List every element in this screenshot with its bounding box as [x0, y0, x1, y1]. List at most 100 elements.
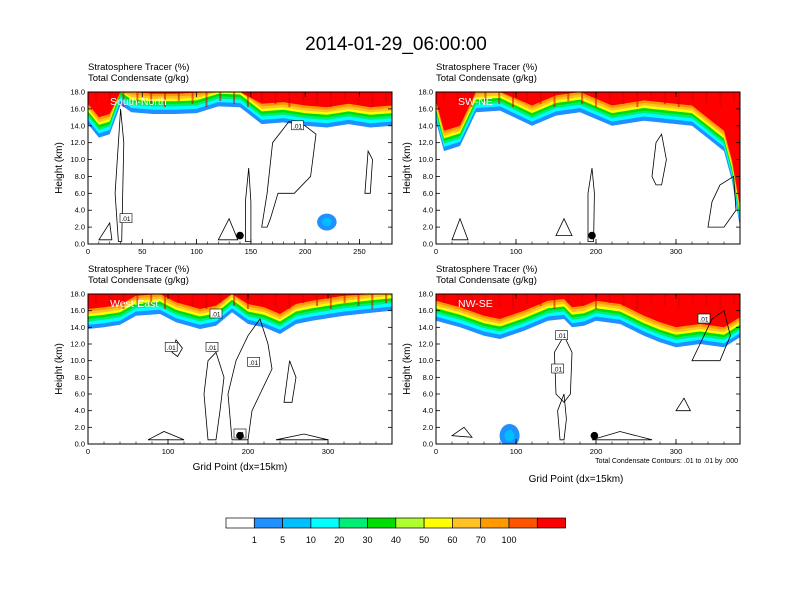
- tracer-streak: [733, 92, 736, 102]
- colorbar-swatch: [395, 517, 425, 529]
- tracer-field: .01 .01: [88, 92, 392, 244]
- tracer-streak: [288, 294, 291, 309]
- y-tick-label: 12.0: [70, 340, 85, 349]
- cross-section-label: West-East: [110, 298, 158, 310]
- tracer-streak: [385, 294, 388, 303]
- plot-frame: [435, 91, 741, 245]
- colorbar-label: 1: [252, 535, 257, 545]
- tracer-streak: [691, 92, 694, 102]
- y-tick-label: 18.0: [70, 88, 85, 97]
- y-tick-label: 16.0: [418, 104, 433, 113]
- tracer-streak: [484, 92, 487, 102]
- tracer-streak: [691, 294, 694, 303]
- tracer-streak: [177, 294, 180, 303]
- tracer-streak: [498, 294, 501, 306]
- location-marker: [236, 231, 244, 240]
- y-tick-label: 14.0: [418, 121, 433, 130]
- x-tick-label: 0: [86, 247, 90, 256]
- contour-label: .01: [293, 123, 302, 130]
- y-tick-label: 14.0: [70, 323, 85, 332]
- condensate-contour: [591, 431, 653, 441]
- contour-label: .01: [121, 216, 130, 223]
- tracer-streak: [329, 92, 332, 108]
- panel-south-north: Stratosphere Tracer (%)Total Condensate …: [54, 62, 393, 256]
- colorbar-swatch: [338, 517, 368, 529]
- colorbar-swatch: [480, 517, 510, 529]
- y-tick-label: 4.0: [423, 406, 433, 415]
- y-tick-label: 8.0: [75, 172, 85, 181]
- tracer-streak: [442, 92, 445, 102]
- tracer-field: [436, 92, 740, 244]
- tracer-streak: [329, 294, 332, 309]
- colorbar-label: 10: [306, 535, 316, 545]
- y-tick-label: 6.0: [423, 390, 433, 399]
- tracer-streak: [664, 294, 666, 306]
- contour-label: .01: [207, 345, 216, 352]
- tracer-streak: [719, 294, 722, 309]
- tracer-streak: [246, 294, 249, 309]
- panel-title: Stratosphere Tracer (%): [436, 62, 537, 73]
- y-axis-title: Height (km): [54, 343, 65, 395]
- y-tick-label: 6.0: [423, 189, 433, 198]
- tracer-streak: [622, 92, 625, 105]
- location-marker: [588, 231, 596, 240]
- panel-subtitle: Total Condensate (g/kg): [436, 275, 537, 286]
- y-tick-label: 18.0: [70, 290, 85, 299]
- tracer-streak: [581, 294, 584, 306]
- tracer-streak: [233, 92, 236, 105]
- tracer-streak: [470, 92, 473, 108]
- tracer-blob-core: [321, 217, 332, 227]
- contour-label: .01: [167, 345, 176, 352]
- condensate-contour: [451, 217, 469, 241]
- condensate-contour: [98, 221, 113, 241]
- y-tick-label: 6.0: [75, 390, 85, 399]
- x-tick-label: 200: [299, 247, 312, 256]
- tracer-streak: [664, 92, 666, 105]
- y-tick-label: 12.0: [418, 138, 433, 147]
- x-tick-label: 50: [138, 247, 146, 256]
- contour-label: .01: [249, 360, 258, 367]
- y-tick-label: 14.0: [418, 323, 433, 332]
- tracer-streak: [567, 294, 570, 303]
- contour-label: .01: [699, 317, 708, 324]
- tracer-streak: [484, 294, 487, 303]
- tracer-streak: [608, 92, 611, 102]
- tracer-streak: [636, 294, 639, 309]
- tracer-streak: [581, 92, 584, 105]
- colorbar-label: 5: [280, 535, 285, 545]
- condensate-contour: [450, 426, 473, 438]
- colorbar-swatch: [310, 517, 340, 529]
- colorbar-swatch: [452, 517, 482, 529]
- colorbar-label: 40: [391, 535, 401, 545]
- condensate-contour: [555, 217, 573, 237]
- colorbar-swatch: [225, 517, 255, 529]
- x-tick-label: 100: [510, 447, 523, 456]
- tracer-streak: [302, 92, 305, 102]
- tracer-streak: [150, 92, 153, 105]
- x-tick-label: 100: [190, 247, 203, 256]
- contour-label-box: [555, 330, 568, 340]
- condensate-contour: [553, 334, 573, 403]
- y-tick-label: 10.0: [70, 356, 85, 365]
- tracer-streak: [733, 294, 736, 303]
- y-tick-label: 0.0: [75, 440, 85, 449]
- colorbar: 1 5 10 20 30 40 50 60 70 100: [225, 517, 566, 545]
- x-tick-label: 200: [242, 447, 255, 456]
- tracer-streak: [274, 92, 277, 105]
- tracer-streak: [136, 294, 139, 303]
- tracer-streak: [343, 294, 346, 303]
- contour-label-box: [164, 342, 178, 352]
- tracer-streak: [636, 92, 639, 108]
- condensate-contour: [275, 433, 329, 441]
- tracer-streak: [677, 92, 680, 108]
- tracer-streak: [136, 92, 139, 102]
- x-tick-label: 300: [670, 447, 683, 456]
- x-tick-label: 0: [434, 447, 438, 456]
- tracer-streak: [302, 294, 305, 303]
- x-tick-label: 250: [353, 247, 366, 256]
- tracer-streak: [177, 92, 180, 102]
- colorbar-label: 20: [334, 535, 344, 545]
- tracer-streak: [343, 92, 346, 102]
- condensate-contour: [147, 431, 185, 441]
- tracer-streak: [442, 294, 445, 303]
